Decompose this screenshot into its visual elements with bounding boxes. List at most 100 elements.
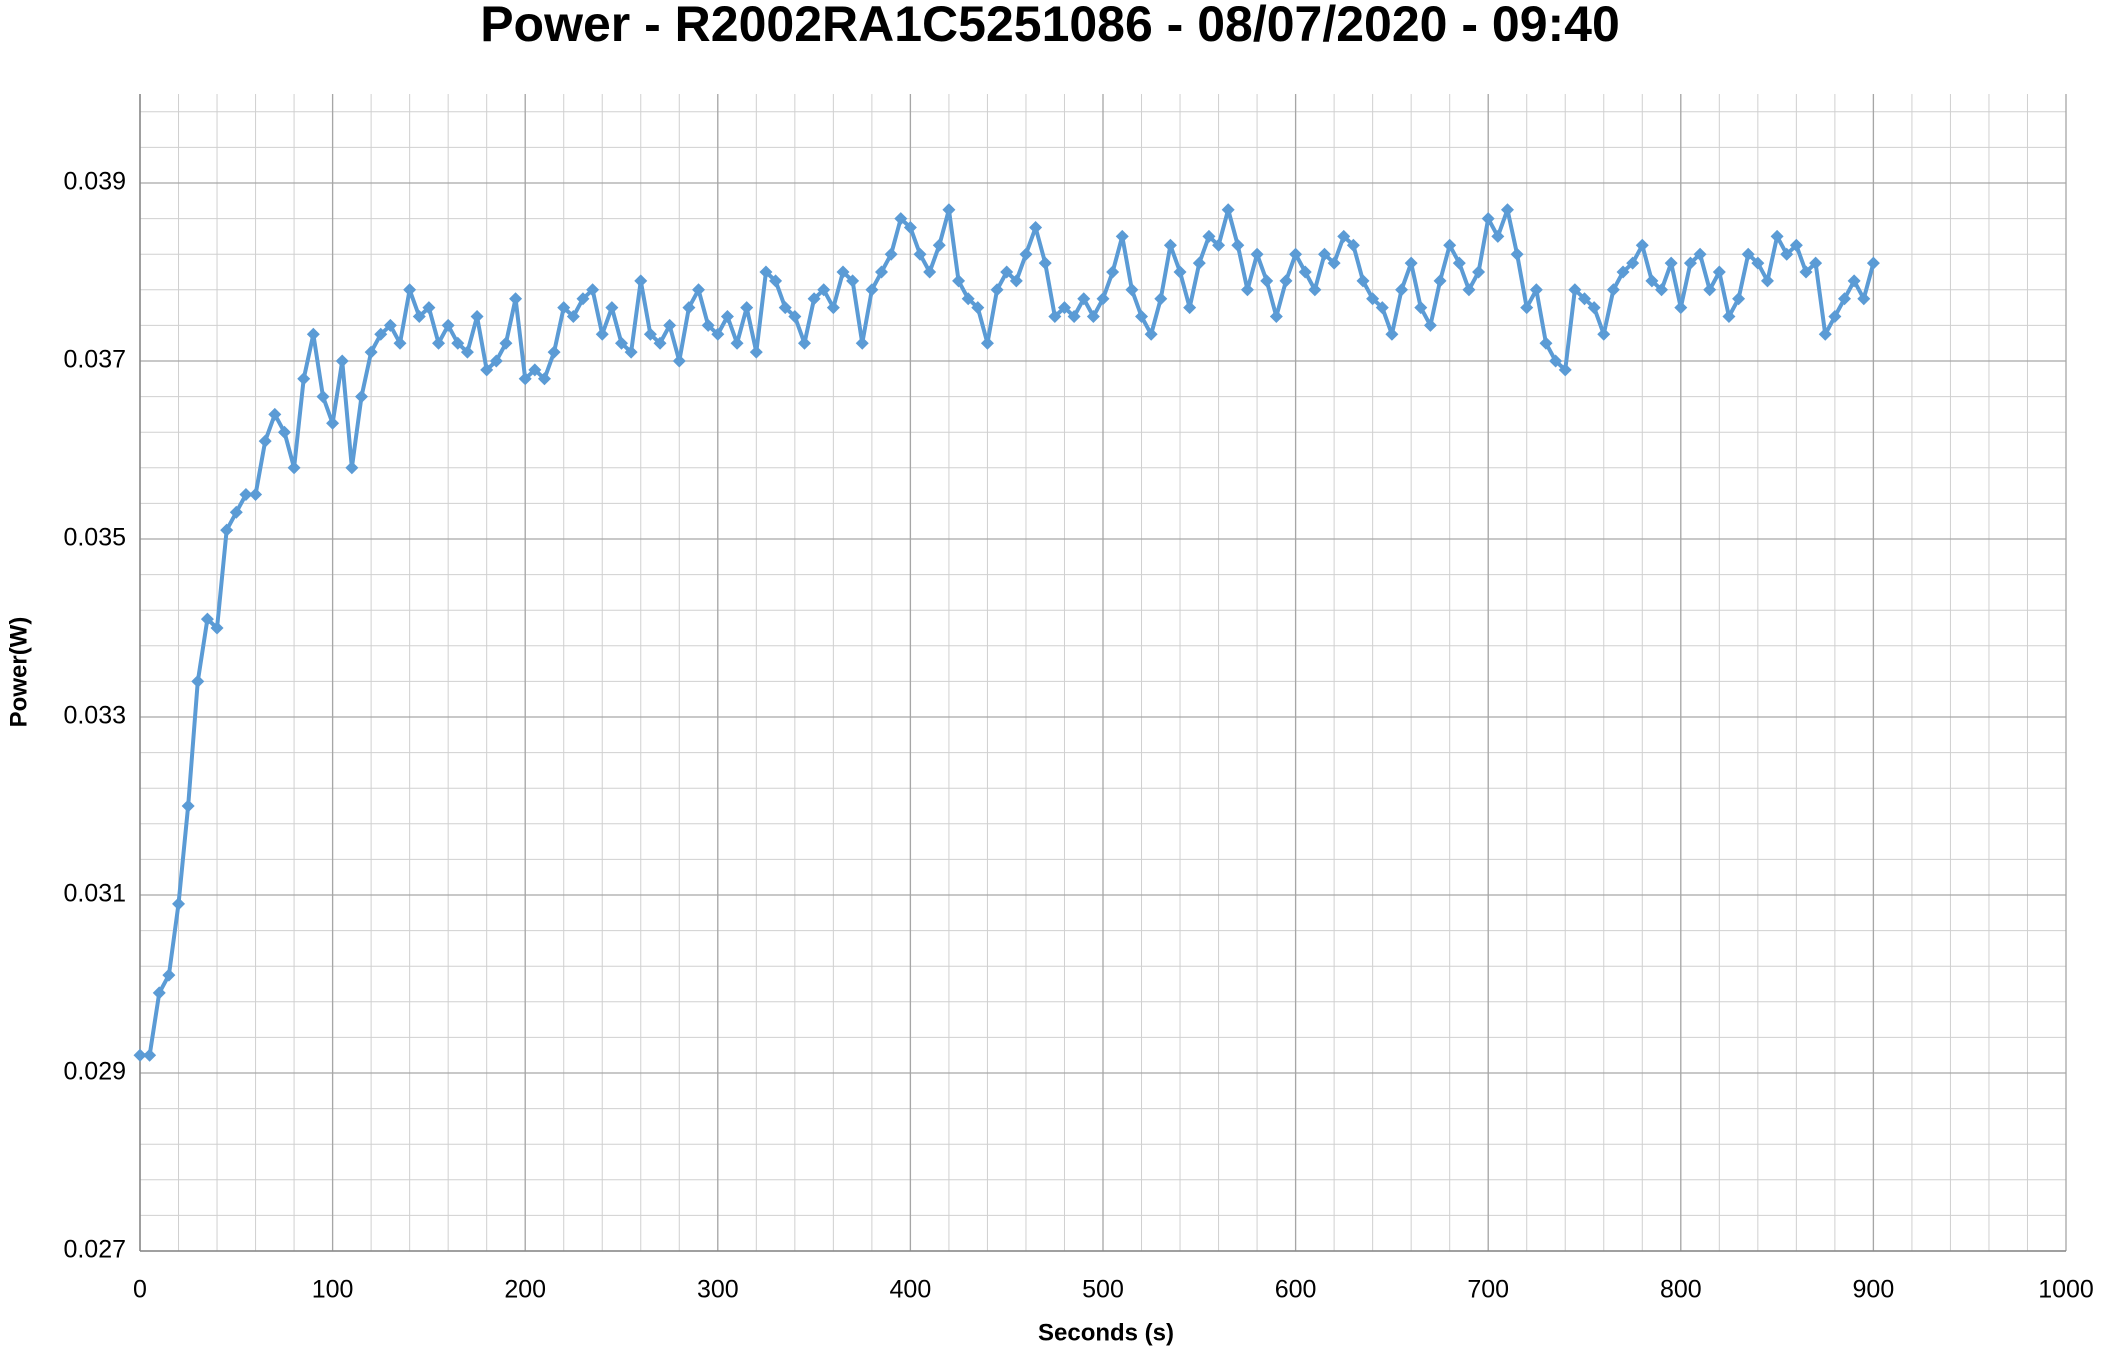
data-point bbox=[1481, 212, 1495, 226]
data-point bbox=[200, 612, 214, 626]
data-point bbox=[1019, 247, 1033, 261]
data-point bbox=[220, 523, 234, 537]
data-point bbox=[1664, 256, 1678, 270]
data-point bbox=[403, 283, 417, 297]
data-point bbox=[1693, 247, 1707, 261]
data-point bbox=[306, 327, 320, 341]
data-point bbox=[605, 301, 619, 315]
data-point bbox=[1212, 238, 1226, 252]
data-point bbox=[1327, 256, 1341, 270]
x-tick-label: 300 bbox=[697, 1276, 739, 1304]
data-point bbox=[1048, 310, 1062, 323]
data-point bbox=[191, 674, 205, 688]
data-point bbox=[1568, 283, 1582, 297]
data-point bbox=[1183, 301, 1197, 315]
y-tick-label: 0.033 bbox=[63, 702, 126, 730]
data-point bbox=[903, 221, 917, 234]
x-tick-label: 400 bbox=[890, 1276, 932, 1304]
chart-title: Power - R2002RA1C5251086 - 08/07/2020 - … bbox=[480, 0, 1620, 52]
data-point bbox=[913, 247, 927, 261]
data-point bbox=[393, 336, 407, 350]
data-point bbox=[1279, 274, 1293, 288]
y-tick-label: 0.029 bbox=[63, 1058, 126, 1086]
data-point bbox=[643, 327, 657, 341]
data-point bbox=[1096, 292, 1110, 306]
data-point bbox=[1375, 301, 1389, 315]
data-point bbox=[326, 416, 340, 430]
data-point bbox=[249, 488, 263, 501]
data-point bbox=[769, 274, 783, 288]
data-point bbox=[1115, 229, 1129, 243]
data-point bbox=[663, 318, 677, 332]
data-point bbox=[942, 203, 956, 217]
data-point bbox=[1510, 247, 1524, 261]
data-point bbox=[624, 345, 638, 359]
data-point bbox=[1423, 318, 1437, 332]
data-point bbox=[1173, 265, 1187, 279]
data-point bbox=[720, 310, 734, 323]
data-point bbox=[1356, 274, 1370, 288]
data-point bbox=[210, 621, 224, 635]
data-point bbox=[374, 327, 388, 341]
data-point bbox=[1751, 256, 1765, 270]
data-point bbox=[1712, 265, 1726, 279]
data-point bbox=[1722, 310, 1736, 323]
data-point bbox=[316, 390, 330, 404]
data-point bbox=[894, 212, 908, 226]
data-point bbox=[586, 283, 600, 297]
data-point bbox=[1789, 238, 1803, 252]
data-point bbox=[1462, 283, 1476, 297]
data-point bbox=[509, 292, 523, 306]
x-tick-label: 100 bbox=[312, 1276, 354, 1304]
y-tick-label: 0.027 bbox=[63, 1236, 126, 1264]
x-tick-label: 500 bbox=[1082, 1276, 1124, 1304]
data-point bbox=[730, 336, 744, 350]
data-point bbox=[788, 310, 802, 323]
data-point bbox=[1520, 301, 1534, 315]
data-point bbox=[460, 345, 474, 359]
data-point bbox=[826, 301, 840, 315]
data-point bbox=[1539, 336, 1553, 350]
data-point bbox=[740, 301, 754, 315]
data-point bbox=[1240, 283, 1254, 297]
data-point bbox=[1317, 247, 1331, 261]
data-point bbox=[1057, 301, 1071, 315]
data-point bbox=[152, 986, 166, 1000]
data-point bbox=[990, 283, 1004, 297]
data-point bbox=[884, 247, 898, 261]
data-point bbox=[1086, 310, 1100, 323]
data-point bbox=[595, 327, 609, 341]
data-point bbox=[1404, 256, 1418, 270]
data-point bbox=[1154, 292, 1168, 306]
data-point bbox=[1346, 238, 1360, 252]
data-point bbox=[634, 274, 648, 288]
data-point bbox=[1616, 265, 1630, 279]
data-point bbox=[297, 372, 311, 386]
data-point bbox=[1298, 265, 1312, 279]
data-point bbox=[181, 799, 195, 813]
data-point bbox=[865, 283, 879, 297]
data-point bbox=[1385, 327, 1399, 341]
data-point bbox=[1231, 238, 1245, 252]
data-point bbox=[807, 292, 821, 306]
data-point bbox=[537, 372, 551, 386]
y-axis-title: Power(W) bbox=[5, 617, 32, 728]
data-point bbox=[1221, 203, 1235, 217]
y-tick-label: 0.031 bbox=[63, 880, 126, 908]
data-point bbox=[412, 310, 426, 323]
data-point bbox=[1250, 247, 1264, 261]
data-point bbox=[672, 354, 686, 368]
data-point bbox=[229, 505, 243, 519]
data-point bbox=[489, 354, 503, 368]
y-tick-label: 0.039 bbox=[63, 168, 126, 196]
data-point bbox=[528, 363, 542, 377]
data-point bbox=[1529, 283, 1543, 297]
data-point bbox=[1674, 301, 1688, 315]
data-point bbox=[1838, 292, 1852, 306]
data-point bbox=[1067, 310, 1081, 323]
data-point bbox=[778, 301, 792, 315]
data-point bbox=[711, 327, 725, 341]
data-point bbox=[1289, 247, 1303, 261]
